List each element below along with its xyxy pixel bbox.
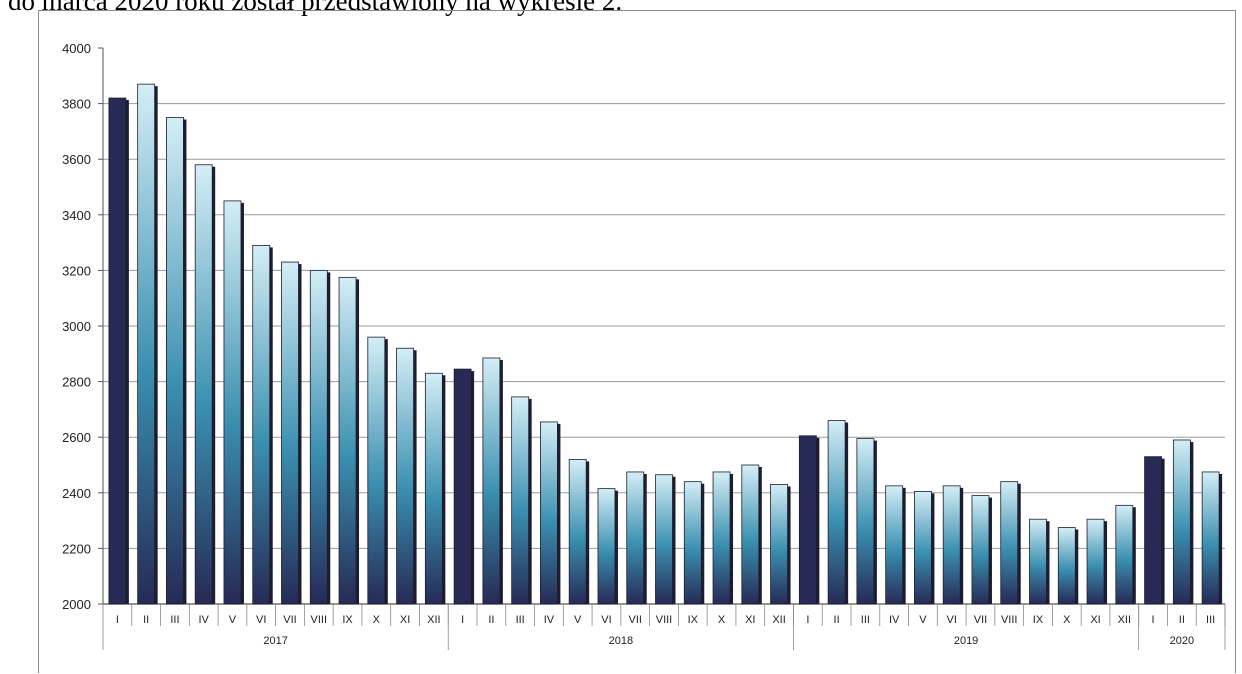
bar — [367, 336, 386, 605]
x-tick-label: III — [861, 614, 870, 626]
x-tick-label: X — [1063, 614, 1071, 626]
y-tick-label: 3400 — [62, 208, 91, 223]
y-tick-label: 2200 — [62, 541, 91, 556]
y-tick-label: 2600 — [62, 430, 91, 445]
bar — [396, 347, 414, 605]
bar — [338, 276, 357, 605]
bar — [626, 471, 645, 605]
bar — [856, 438, 875, 605]
bar — [885, 485, 904, 605]
x-tick-label: VIII — [311, 614, 328, 626]
bar — [568, 459, 587, 605]
axis-labels: 2000 2200 2400 2600 2800 3000 3200 3400 3600 3800… — [62, 41, 1215, 647]
x-tick-label: XII — [427, 614, 440, 626]
year-label: 2018 — [609, 635, 633, 647]
bar — [683, 481, 702, 605]
x-tick-label: III — [516, 614, 525, 626]
x-tick-label: V — [919, 614, 927, 626]
x-tick-label: IX — [342, 614, 353, 626]
x-tick-label: XII — [1118, 614, 1131, 626]
bar — [770, 484, 788, 605]
bar — [540, 421, 558, 605]
x-tick-label: XI — [1090, 614, 1100, 626]
y-tick-label: 2000 — [62, 597, 91, 612]
bar — [482, 357, 501, 605]
x-tick-label: I — [461, 614, 464, 626]
bar — [223, 200, 242, 605]
y-tick-label: 3800 — [62, 97, 91, 112]
bar — [108, 97, 127, 605]
x-tick-label: III — [1206, 614, 1215, 626]
bar — [798, 435, 817, 605]
bar — [194, 164, 213, 605]
x-tick-label: I — [116, 614, 119, 626]
bar — [309, 269, 328, 605]
y-tick-label: 4000 — [62, 41, 91, 56]
bar — [741, 464, 760, 605]
y-tick-label: 2400 — [62, 486, 91, 501]
x-tick-label: I — [806, 614, 809, 626]
bar — [281, 261, 299, 605]
y-tick-label: 3600 — [62, 152, 91, 167]
bar — [655, 474, 673, 605]
bar — [597, 488, 616, 605]
bar — [1115, 504, 1134, 605]
x-tick-label: II — [834, 614, 840, 626]
x-tick-label: IV — [889, 614, 900, 626]
bars — [108, 83, 1223, 605]
x-tick-label: II — [488, 614, 494, 626]
bar — [453, 368, 472, 605]
bar — [712, 471, 731, 605]
bar — [827, 420, 846, 605]
bar — [1172, 439, 1191, 605]
bar — [1057, 527, 1076, 605]
bar — [252, 244, 271, 605]
x-tick-label: XI — [745, 614, 755, 626]
x-tick-label: III — [170, 614, 179, 626]
x-tick-label: I — [1152, 614, 1155, 626]
x-tick-label: IV — [544, 614, 555, 626]
x-tick-label: X — [718, 614, 726, 626]
x-tick-label: VII — [629, 614, 642, 626]
bar — [424, 372, 443, 605]
x-tick-label: IX — [1033, 614, 1044, 626]
x-tick-label: VIII — [1001, 614, 1018, 626]
year-label: 2020 — [1170, 635, 1194, 647]
y-tick-label: 3000 — [62, 319, 91, 334]
x-tick-label: VI — [256, 614, 266, 626]
bar — [1201, 471, 1220, 605]
bar — [971, 495, 990, 605]
x-tick-label: V — [574, 614, 582, 626]
x-tick-label: II — [1179, 614, 1185, 626]
chart-frame — [38, 10, 1236, 673]
bar — [1000, 481, 1019, 605]
bar — [1029, 518, 1047, 605]
x-tick-label: XII — [772, 614, 785, 626]
y-tick-label: 3200 — [62, 263, 91, 278]
x-tick-label: VI — [601, 614, 611, 626]
bar — [1144, 456, 1162, 605]
bar — [137, 83, 156, 605]
year-label: 2019 — [954, 635, 978, 647]
y-tick-label: 2800 — [62, 375, 91, 390]
x-tick-label: VIII — [656, 614, 673, 626]
bar — [166, 117, 184, 605]
bar — [942, 485, 961, 605]
x-tick-label: IV — [198, 614, 209, 626]
x-tick-label: VII — [974, 614, 987, 626]
bar — [1086, 518, 1105, 605]
x-tick-label: VII — [283, 614, 296, 626]
x-tick-label: XI — [400, 614, 410, 626]
x-tick-label: V — [229, 614, 237, 626]
bar — [914, 491, 932, 605]
year-label: 2017 — [263, 635, 287, 647]
caption-text: do marca 2020 roku został przedstawiony … — [8, 0, 623, 16]
x-tick-label: IX — [688, 614, 699, 626]
x-tick-label: X — [373, 614, 381, 626]
x-tick-label: II — [143, 614, 149, 626]
bar — [511, 396, 530, 605]
x-tick-label: VI — [946, 614, 956, 626]
